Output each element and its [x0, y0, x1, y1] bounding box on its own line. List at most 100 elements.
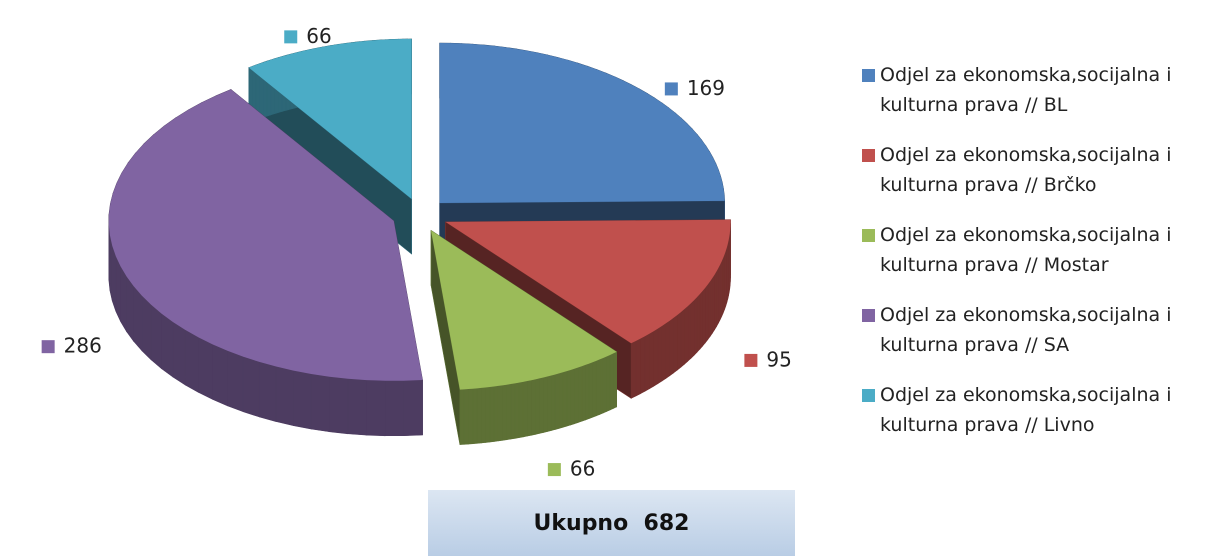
slice-wall [514, 382, 520, 439]
slice-wall [242, 356, 260, 418]
slice-wall [592, 360, 597, 418]
slice-wall [669, 317, 674, 377]
slice-wall [673, 314, 678, 374]
slice-wall [699, 290, 703, 350]
slice-wall [502, 384, 507, 441]
slice-wall [535, 378, 540, 435]
legend-item: Odjel za ekonomska,socijalna i kulturna … [862, 380, 1210, 440]
slice-wall [227, 350, 244, 413]
slice-wall [606, 354, 611, 412]
slice-wall [489, 386, 495, 443]
slice-wall [476, 387, 482, 444]
slice-wall [566, 369, 571, 427]
total-box: Ukupno 682 [428, 490, 795, 556]
label-swatch [744, 353, 758, 367]
slice-wall [258, 361, 277, 422]
slice-wall [657, 325, 663, 385]
slice-wall [588, 361, 593, 420]
slice-wall [161, 312, 174, 378]
slice-wall [690, 299, 695, 359]
slice [445, 219, 731, 344]
slice-wall [150, 304, 162, 370]
data-label: 286 [64, 334, 102, 358]
slice-wall [384, 380, 405, 437]
slice-wall [198, 336, 213, 400]
slice-wall [609, 352, 614, 411]
legend-swatch [862, 309, 875, 322]
slice-wall [485, 386, 491, 443]
slice-wall [554, 372, 560, 430]
slice-wall [687, 302, 692, 362]
slice-wall [468, 388, 474, 445]
slice-wall [506, 383, 512, 441]
slice-wall [531, 378, 536, 436]
legend-item: Odjel za ekonomska,socijalna i kulturna … [862, 140, 1210, 200]
legend-swatch [862, 229, 875, 242]
slice-wall [649, 330, 654, 390]
label-swatch [664, 82, 678, 96]
slice-wall [696, 293, 701, 353]
slice-wall [493, 385, 499, 442]
legend-label: Odjel za ekonomska,socijalna i kulturna … [880, 304, 1172, 356]
slice-wall [558, 371, 564, 429]
slice-wall [577, 365, 583, 423]
slice-wall [680, 308, 685, 368]
label-swatch [41, 340, 55, 354]
slice-wall [547, 375, 552, 432]
slice-wall [522, 380, 528, 438]
slice-wall [293, 370, 312, 430]
slice-wall [702, 286, 706, 347]
slice-wall [709, 277, 713, 338]
slice-wall [693, 296, 698, 356]
slice-wall [481, 387, 486, 444]
slice-wall [366, 379, 386, 437]
slice-wall [459, 389, 465, 445]
slice-wall [665, 319, 671, 379]
legend-swatch [862, 69, 875, 82]
legend-item: Odjel za ekonomska,socijalna i kulturna … [862, 220, 1210, 280]
slice-wall [539, 377, 544, 434]
legend-item: Odjel za ekonomska,socijalna i kulturna … [862, 60, 1210, 120]
legend: Odjel za ekonomska,socijalna i kulturna … [862, 60, 1222, 460]
slice-wall [551, 374, 556, 431]
slice-wall [630, 340, 637, 399]
data-label: 66 [570, 457, 595, 480]
slice-wall [661, 322, 667, 382]
slice-wall [463, 388, 469, 445]
slice-wall [120, 265, 127, 333]
legend-swatch [862, 389, 875, 402]
legend-label: Odjel za ekonomska,socijalna i kulturna … [880, 384, 1172, 436]
slice-wall [653, 328, 659, 387]
slice-wall [644, 333, 650, 392]
label-swatch [547, 463, 561, 477]
slice-wall [184, 329, 199, 393]
slice-wall [613, 351, 617, 409]
slice-wall [570, 368, 575, 426]
slice-wall [712, 273, 715, 335]
slice-wall [329, 376, 349, 435]
slice-wall [599, 357, 604, 415]
slice-wall [172, 321, 186, 386]
legend-item: Odjel za ekonomska,socijalna i kulturna … [862, 300, 1210, 360]
slice-wall [403, 379, 423, 437]
data-label: 95 [766, 347, 791, 371]
slice-wall [543, 376, 548, 433]
label-swatch [284, 30, 298, 44]
slice-wall [684, 305, 689, 365]
slice-wall [510, 382, 516, 440]
slice [108, 89, 423, 381]
slice-wall [310, 373, 330, 433]
slice-wall [115, 256, 121, 322]
slice-wall [497, 384, 503, 442]
slice-wall [640, 335, 646, 395]
slice [439, 43, 725, 204]
data-label: 66 [306, 24, 331, 48]
slice-wall [275, 366, 294, 426]
slice [431, 230, 617, 390]
legend-swatch [862, 149, 875, 162]
legend-label: Odjel za ekonomska,socijalna i kulturna … [880, 144, 1172, 196]
slice [248, 38, 412, 199]
slice-wall [562, 370, 568, 428]
slice-wall [595, 358, 601, 417]
